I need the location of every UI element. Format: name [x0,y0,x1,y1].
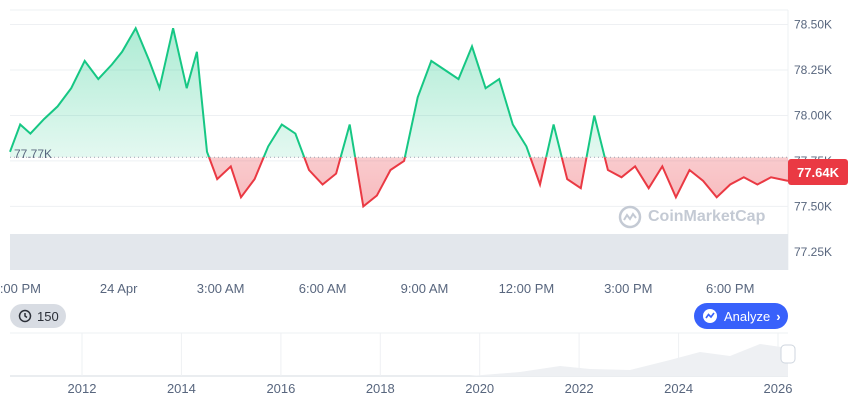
history-clock-icon [18,309,32,323]
coinmarketcap-logo-icon [618,205,642,229]
reference-price-label: 77.77K [14,147,53,161]
overview-year-label: 2018 [366,381,395,396]
overview-year-label: 2014 [167,381,196,396]
overview-year-label: 2026 [764,381,793,396]
y-tick-label: 77.25K [794,245,832,259]
x-tick-label: 3:00 AM [197,281,245,296]
y-tick-label: 78.25K [794,63,832,77]
x-tick-label: 24 Apr [100,281,138,296]
overview-year-label: 2020 [465,381,494,396]
x-tick-label: 3:00 PM [604,281,652,296]
x-tick-label: 9:00 PM [0,281,41,296]
overview-year-label: 2024 [664,381,693,396]
overview-history-area [10,344,788,376]
analyze-icon [703,309,717,323]
overview-year-label: 2016 [266,381,295,396]
analyze-button[interactable]: Analyze › [694,303,788,329]
volume-band [10,234,788,270]
x-tick-label: 12:00 PM [499,281,555,296]
history-button[interactable]: 150 [10,304,66,328]
overview-year-label: 2022 [565,381,594,396]
overview-range-handle [780,344,796,364]
analyze-button-label: Analyze [724,308,771,324]
price-line-up [9,25,606,158]
watermark-text: CoinMarketCap [648,208,766,225]
x-tick-label: 6:00 AM [299,281,347,296]
chevron-right-icon: › [776,308,781,324]
price-line-down [207,157,789,209]
overview-year-label: 2012 [68,381,97,396]
y-tick-label: 78.50K [794,18,832,32]
current-price-tag: 77.64K [788,159,848,185]
history-button-label: 150 [37,308,59,324]
y-tick-label: 77.50K [794,199,832,213]
x-tick-label: 6:00 PM [706,281,754,296]
price-area-down [10,157,788,207]
y-tick-label: 78.00K [794,109,832,123]
price-area-up [10,28,605,158]
watermark: CoinMarketCap [618,205,765,229]
x-tick-label: 9:00 AM [401,281,449,296]
